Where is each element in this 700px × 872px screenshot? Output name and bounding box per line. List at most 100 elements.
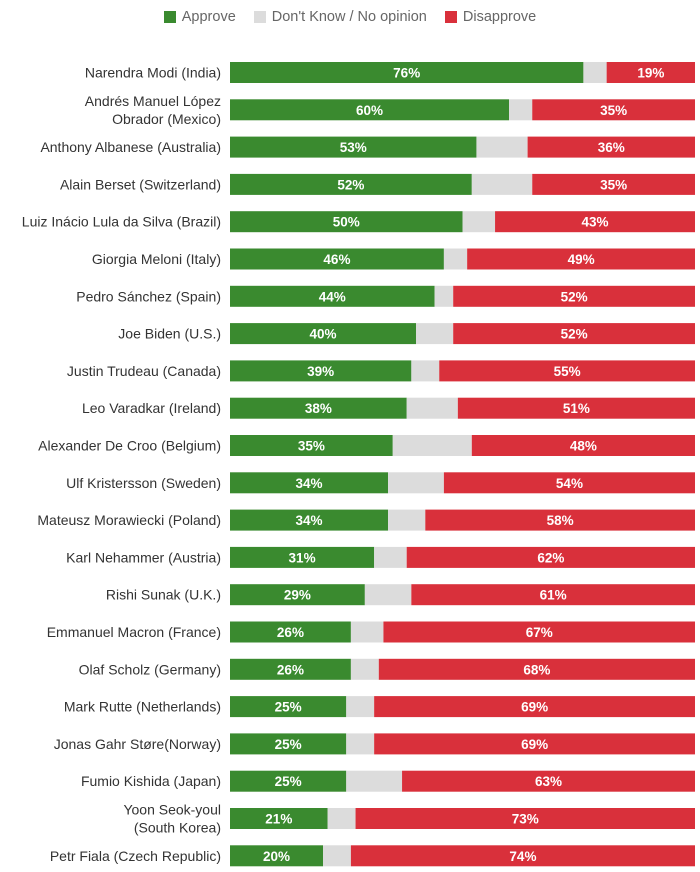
data-label: 25%	[275, 774, 302, 789]
no-opinion-bar	[476, 136, 528, 158]
approve-bar	[230, 323, 416, 345]
data-label: 40%	[309, 327, 336, 342]
disapprove-bar	[527, 136, 695, 158]
category-label: Fumio Kishida (Japan)	[81, 773, 221, 789]
disapprove-bar	[383, 621, 695, 643]
no-opinion-bar	[350, 658, 379, 680]
legend-swatch	[444, 11, 457, 23]
data-label: 69%	[521, 737, 548, 752]
no-opinion-bar	[388, 472, 444, 494]
data-label: 20%	[263, 849, 290, 864]
data-label: 25%	[275, 700, 302, 715]
no-opinion-bar	[434, 285, 454, 307]
approve-bar	[230, 285, 435, 307]
category-label: Narendra Modi (India)	[85, 65, 221, 81]
disapprove-bar	[467, 248, 695, 270]
category-label: Leo Varadkar (Ireland)	[82, 400, 221, 416]
disapprove-bar	[411, 584, 695, 606]
data-label: 35%	[600, 177, 627, 192]
disapprove-bar	[374, 696, 695, 718]
data-label: 52%	[561, 327, 588, 342]
no-opinion-bar	[350, 621, 384, 643]
category-label: Mateusz Morawiecki (Poland)	[37, 512, 221, 528]
data-label: 34%	[296, 513, 323, 528]
no-opinion-bar	[364, 584, 412, 606]
no-opinion-bar	[346, 733, 375, 755]
no-opinion-bar	[406, 397, 458, 419]
no-opinion-bar	[388, 509, 426, 531]
data-label: 19%	[637, 66, 664, 81]
disapprove-bar	[406, 546, 695, 568]
no-opinion-bar	[411, 360, 440, 382]
data-label: 73%	[512, 812, 539, 827]
disapprove-bar	[532, 173, 695, 195]
disapprove-bar	[439, 360, 695, 382]
approve-bar	[230, 173, 472, 195]
category-label-line: Andrés Manuel López	[85, 93, 221, 109]
data-label: 36%	[598, 140, 625, 155]
category-label: Jonas Gahr Støre(Norway)	[54, 736, 221, 752]
data-label: 49%	[568, 252, 595, 267]
category-label-line: Yoon Seok-youl	[123, 802, 221, 818]
disapprove-bar	[453, 285, 695, 307]
disapprove-bar	[606, 62, 695, 83]
legend: Approve Don't Know / No opinion Disapprove	[0, 9, 700, 25]
data-label: 34%	[296, 476, 323, 491]
data-label: 35%	[600, 103, 627, 118]
category-label: Petr Fiala (Czech Republic)	[50, 848, 221, 864]
data-label: 44%	[319, 289, 346, 304]
legend-swatch	[163, 11, 176, 23]
data-label: 43%	[582, 215, 609, 230]
category-label: Justin Trudeau (Canada)	[67, 363, 221, 379]
data-label: 46%	[323, 252, 350, 267]
category-label-line: Obrador (Mexico)	[112, 111, 221, 127]
data-label: 55%	[554, 364, 581, 379]
data-label: 53%	[340, 140, 367, 155]
approve-bar	[230, 248, 444, 270]
legend-label: Disapprove	[462, 9, 537, 25]
legend-item: Disapprove	[444, 9, 537, 25]
no-opinion-bar	[346, 770, 403, 792]
disapprove-bar	[374, 733, 695, 755]
no-opinion-bar	[583, 62, 607, 83]
category-label: Ulf Kristersson (Sweden)	[66, 475, 221, 491]
data-label: 67%	[526, 625, 553, 640]
approve-bar	[230, 397, 407, 419]
disapprove-bar	[350, 845, 695, 867]
data-label: 54%	[556, 476, 583, 491]
approve-bar	[230, 845, 323, 867]
no-opinion-bar	[416, 323, 454, 345]
data-label: 26%	[277, 662, 304, 677]
approve-bar	[230, 360, 412, 382]
disapprove-bar	[355, 808, 695, 829]
approve-bar	[230, 770, 347, 792]
approve-bar	[230, 136, 477, 158]
approve-bar	[230, 584, 365, 606]
approve-bar	[230, 733, 347, 755]
category-label: Andrés Manuel López Obrador (Mexico)	[85, 93, 221, 127]
approve-bar	[230, 658, 351, 680]
category-label: Giorgia Meloni (Italy)	[92, 251, 221, 267]
approve-bar	[230, 696, 347, 718]
data-label: 63%	[535, 774, 562, 789]
category-label: Yoon Seok-youl (South Korea)	[123, 802, 221, 836]
data-label: 58%	[547, 513, 574, 528]
category-label: Mark Rutte (Netherlands)	[64, 699, 221, 715]
disapprove-bar	[495, 211, 695, 233]
data-label: 31%	[289, 550, 316, 565]
legend-swatch	[253, 11, 266, 23]
data-label: 21%	[265, 812, 292, 827]
data-label: 51%	[563, 401, 590, 416]
no-opinion-bar	[323, 845, 351, 867]
data-label: 29%	[284, 588, 311, 603]
disapprove-bar	[453, 323, 695, 345]
no-opinion-bar	[509, 99, 533, 121]
approve-bar	[230, 509, 389, 531]
category-label: Rishi Sunak (U.K.)	[106, 587, 221, 603]
disapprove-bar	[402, 770, 695, 792]
data-label: 74%	[509, 849, 536, 864]
category-label: Luiz Inácio Lula da Silva (Brazil)	[22, 214, 221, 230]
legend-item: Approve	[163, 9, 236, 25]
